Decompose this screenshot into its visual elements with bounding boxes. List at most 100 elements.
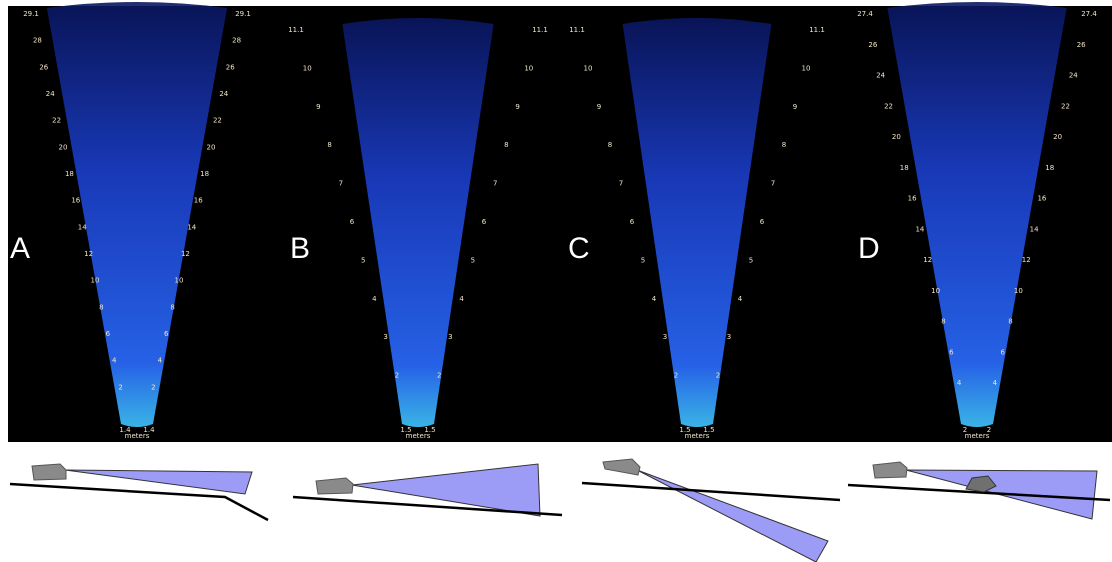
range-label: 5 xyxy=(641,256,645,264)
range-label: 18 xyxy=(65,170,74,178)
page: 29.129.122446688101012121414161618182020… xyxy=(0,0,1112,562)
range-label: 24 xyxy=(219,90,228,98)
range-label: 7 xyxy=(619,180,623,188)
range-label: 20 xyxy=(59,143,68,151)
range-label: 2 xyxy=(118,383,122,391)
range-label: 10 xyxy=(802,64,811,72)
range-label: 8 xyxy=(170,303,174,311)
range-label: 10 xyxy=(303,64,312,72)
range-label: 6 xyxy=(350,218,355,226)
range-label: 8 xyxy=(1008,318,1012,326)
range-label: 14 xyxy=(187,223,196,231)
range-label: 6 xyxy=(106,330,111,338)
unit-label: meters xyxy=(125,432,150,440)
range-label: 5 xyxy=(361,256,365,264)
range-label: 3 xyxy=(663,333,667,341)
range-label: 20 xyxy=(1053,133,1062,141)
range-label: 16 xyxy=(1037,195,1046,203)
range-label: 3 xyxy=(383,333,387,341)
range-label: 7 xyxy=(493,180,497,188)
range-label: 8 xyxy=(504,141,508,149)
range-label: 3 xyxy=(727,333,731,341)
range-label: 9 xyxy=(793,103,797,111)
beam xyxy=(65,470,252,494)
range-label: 5 xyxy=(471,256,475,264)
range-label: 9 xyxy=(316,103,320,111)
range-label: 26 xyxy=(1077,41,1086,49)
range-label: 16 xyxy=(908,195,917,203)
range-label: 6 xyxy=(630,218,635,226)
range-label: 28 xyxy=(232,37,241,45)
range-label: 5 xyxy=(749,256,753,264)
unit-label: meters xyxy=(685,432,710,440)
range-label: 28 xyxy=(33,37,42,45)
range-label: 20 xyxy=(892,133,901,141)
range-label: 22 xyxy=(213,117,222,125)
figure: 29.129.122446688101012121414161618182020… xyxy=(0,0,1112,562)
range-label: 11.1 xyxy=(809,26,825,34)
range-label: 4 xyxy=(158,357,163,365)
range-label: 2 xyxy=(151,383,155,391)
range-label: 8 xyxy=(608,141,612,149)
panel-letter: A xyxy=(10,232,30,265)
range-label: 26 xyxy=(226,63,235,71)
range-label: 14 xyxy=(1030,225,1039,233)
range-label: 14 xyxy=(78,223,87,231)
range-label: 4 xyxy=(957,379,962,387)
range-label: 24 xyxy=(46,90,55,98)
range-label: 18 xyxy=(900,164,909,172)
range-label: 4 xyxy=(993,379,998,387)
range-label: 8 xyxy=(327,141,331,149)
range-label: 6 xyxy=(164,330,169,338)
range-label: 20 xyxy=(207,143,216,151)
unit-label: meters xyxy=(965,432,990,440)
range-label: 8 xyxy=(782,141,786,149)
range-label: 2 xyxy=(674,372,678,380)
beam xyxy=(637,470,828,562)
range-label: 8 xyxy=(99,303,103,311)
range-label: 22 xyxy=(884,102,893,110)
range-label: 26 xyxy=(39,63,48,71)
range-label: 22 xyxy=(1061,102,1070,110)
range-label: 7 xyxy=(771,180,775,188)
range-label: 12 xyxy=(923,256,932,264)
sonar-head xyxy=(603,459,640,475)
geometry-diagrams xyxy=(10,459,1110,562)
range-label: 6 xyxy=(949,348,954,356)
range-label: 2 xyxy=(395,372,399,380)
range-label: 10 xyxy=(175,277,184,285)
range-label: 12 xyxy=(84,250,93,258)
range-label: 4 xyxy=(459,295,464,303)
range-label: 26 xyxy=(868,41,877,49)
range-label: 6 xyxy=(760,218,765,226)
range-label: 24 xyxy=(876,72,885,80)
range-label: 10 xyxy=(931,287,940,295)
range-label: 14 xyxy=(915,225,924,233)
range-label: 10 xyxy=(1014,287,1023,295)
sonar-head xyxy=(316,478,353,494)
range-label: 4 xyxy=(112,357,117,365)
range-label: 7 xyxy=(339,180,343,188)
panel-letter: D xyxy=(858,232,880,265)
range-label: 16 xyxy=(71,197,80,205)
range-label: 27.4 xyxy=(857,10,873,18)
range-label: 4 xyxy=(738,295,743,303)
range-label: 11.1 xyxy=(532,26,548,34)
range-label: 18 xyxy=(200,170,209,178)
range-label: 2 xyxy=(437,372,441,380)
range-label: 9 xyxy=(597,103,601,111)
panel-letter: C xyxy=(568,232,590,265)
range-label: 16 xyxy=(194,197,203,205)
range-label: 10 xyxy=(524,64,533,72)
range-label: 29.1 xyxy=(23,10,39,18)
range-label: 12 xyxy=(181,250,190,258)
range-label: 11.1 xyxy=(569,26,585,34)
range-label: 24 xyxy=(1069,72,1078,80)
range-label: 11.1 xyxy=(288,26,304,34)
range-label: 2 xyxy=(716,372,720,380)
range-label: 27.4 xyxy=(1081,10,1097,18)
range-label: 12 xyxy=(1022,256,1031,264)
range-label: 18 xyxy=(1045,164,1054,172)
range-label: 22 xyxy=(52,117,61,125)
range-label: 4 xyxy=(652,295,657,303)
